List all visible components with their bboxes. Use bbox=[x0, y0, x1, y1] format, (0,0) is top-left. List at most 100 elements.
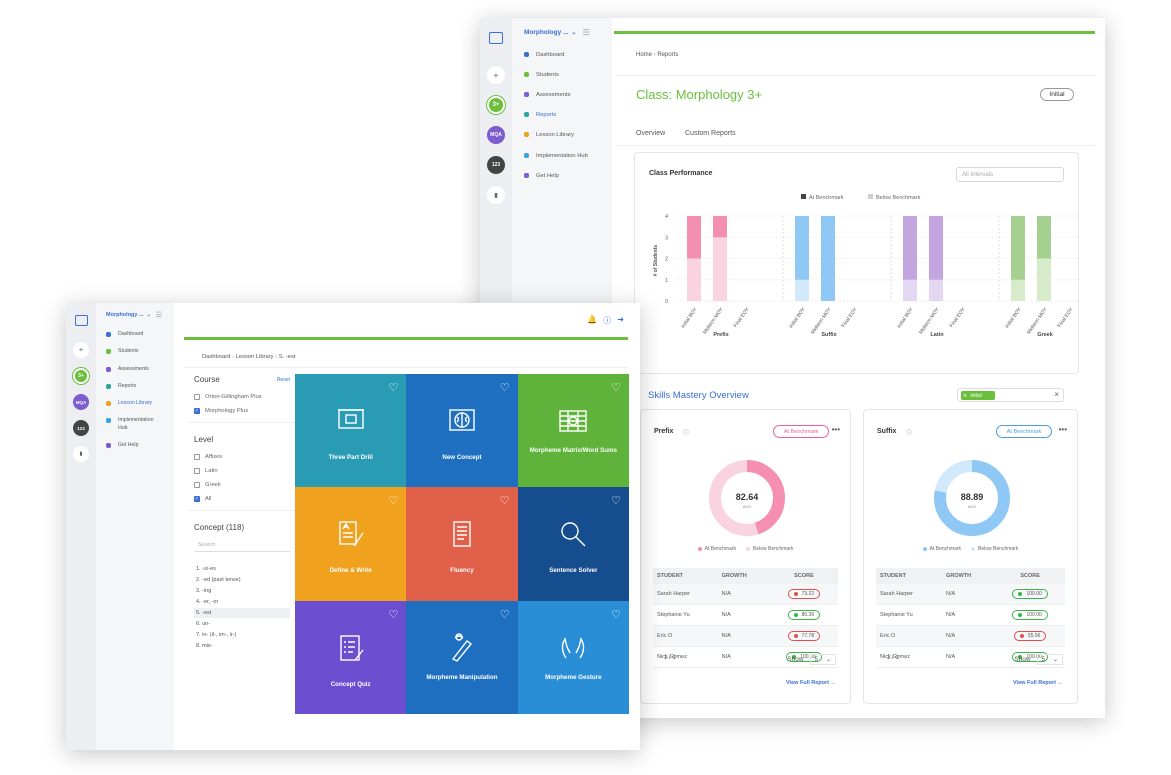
checkbox[interactable] bbox=[194, 468, 200, 474]
concept-item[interactable]: 4. -er, -or bbox=[196, 599, 219, 605]
favorite-heart-icon[interactable]: ♡ bbox=[499, 382, 510, 394]
class-mqa-button[interactable]: MQA bbox=[73, 394, 89, 410]
info-icon[interactable]: ⓘ bbox=[906, 431, 913, 437]
tab-custom-reports[interactable]: Custom Reports bbox=[685, 130, 736, 137]
filter-option-affixes[interactable]: Affixes bbox=[194, 454, 290, 460]
folder-button[interactable]: ▮ bbox=[487, 186, 505, 204]
table-row[interactable]: Stephanie Yu N/A 100.00 bbox=[876, 604, 1065, 626]
checkbox[interactable]: ✓ bbox=[194, 408, 200, 414]
next-page-icon[interactable]: › bbox=[903, 655, 906, 661]
sidebar-item-lesson-library[interactable]: Lesson Library bbox=[524, 131, 600, 139]
tile-morpheme-matrix-word-sums[interactable]: ♡ Morpheme Matrix/Word Sums bbox=[517, 374, 629, 488]
favorite-heart-icon[interactable]: ♡ bbox=[388, 495, 399, 508]
tile-three-part-drill[interactable]: ♡ Three Part Drill bbox=[295, 374, 407, 488]
filter-option-latin[interactable]: Latin bbox=[194, 468, 290, 474]
view-full-report-link[interactable]: View Full Report → bbox=[785, 680, 836, 686]
table-row[interactable]: Nick Gomez N/A 100.00 bbox=[653, 646, 838, 668]
filter-option-morphology-plus[interactable]: ✓ Morphology Plus bbox=[194, 408, 290, 414]
tab-overview[interactable]: Overview bbox=[636, 130, 666, 137]
logout-icon[interactable]: ➜ bbox=[617, 315, 624, 324]
favorite-heart-icon[interactable]: ♡ bbox=[499, 495, 510, 508]
sidebar-item-reports[interactable]: Reports bbox=[524, 111, 600, 119]
reset-link[interactable]: Reset bbox=[276, 376, 290, 383]
checkbox[interactable]: ✓ bbox=[194, 496, 200, 502]
breadcrumb-lesson-library[interactable]: Lesson Library bbox=[235, 354, 274, 360]
class-selector[interactable]: Morphology ... ⌄ ☰ bbox=[106, 311, 164, 319]
concept-item[interactable]: 6. un- bbox=[196, 621, 211, 627]
favorite-heart-icon[interactable]: ♡ bbox=[611, 382, 621, 394]
sidebar-item-implementation-hub[interactable]: Implementation Hub bbox=[106, 417, 164, 432]
class-mqa-button[interactable]: MQA bbox=[487, 126, 505, 144]
skills-filter[interactable]: ✕ Initial × bbox=[957, 388, 1064, 402]
sidebar-item-students[interactable]: Students bbox=[106, 348, 164, 355]
menu-icon[interactable]: ☰ bbox=[582, 28, 590, 37]
page-size-select[interactable]: 5 ⌄ bbox=[1036, 654, 1063, 665]
prev-page-icon[interactable]: ‹ bbox=[880, 655, 882, 661]
tile-new-concept[interactable]: ♡ New Concept bbox=[406, 374, 518, 488]
checkbox[interactable] bbox=[194, 394, 200, 400]
add-class-button[interactable]: + bbox=[487, 66, 505, 84]
filter-option-all[interactable]: ✓ All bbox=[194, 496, 290, 502]
class-3plus-button[interactable]: 3+ bbox=[73, 368, 89, 384]
more-options-icon[interactable]: ••• bbox=[1058, 425, 1067, 434]
table-row[interactable]: Nick Gomez N/A 100.00 bbox=[876, 646, 1065, 668]
folder-button[interactable]: ▮ bbox=[73, 446, 89, 462]
clear-filter-icon[interactable]: × bbox=[1054, 390, 1059, 399]
sidebar-item-dashboard[interactable]: Dashboard bbox=[524, 51, 600, 59]
sidebar-item-lesson-library[interactable]: Lesson Library bbox=[106, 400, 164, 407]
tile-define-write[interactable]: ♡ Define & Write bbox=[295, 487, 407, 601]
column-header[interactable]: GROWTH bbox=[942, 568, 996, 584]
favorite-heart-icon[interactable]: ♡ bbox=[388, 608, 399, 621]
add-class-button[interactable]: + bbox=[73, 342, 89, 358]
column-header[interactable]: GROWTH bbox=[717, 568, 770, 584]
class-selector[interactable]: Morphology ... ⌄ ☰ bbox=[524, 28, 600, 37]
sidebar-item-implementation-hub[interactable]: Implementation Hub bbox=[524, 152, 600, 160]
intervals-select[interactable]: All Intervals bbox=[956, 167, 1064, 182]
concept-item[interactable]: 8. mis- bbox=[196, 643, 213, 649]
breadcrumb-home[interactable]: Home bbox=[636, 52, 653, 58]
page-size-select[interactable]: 5 ⌄ bbox=[809, 654, 836, 665]
concept-item[interactable]: 1. -s/-es bbox=[196, 566, 216, 572]
class-123-button[interactable]: 123 bbox=[73, 420, 89, 436]
tile-fluency[interactable]: ♡ Fluency bbox=[406, 487, 518, 601]
favorite-heart-icon[interactable]: ♡ bbox=[499, 608, 510, 621]
table-row[interactable]: Eric O N/A 55.56 bbox=[876, 625, 1065, 647]
menu-icon[interactable]: ☰ bbox=[155, 312, 163, 319]
prev-page-icon[interactable]: ‹ bbox=[657, 655, 659, 661]
checkbox[interactable] bbox=[194, 482, 200, 488]
sidebar-item-reports[interactable]: Reports bbox=[106, 383, 164, 390]
bell-icon[interactable]: 🔔 bbox=[587, 315, 598, 324]
concept-item[interactable]: 7. in- (il-, im-, ir-) bbox=[196, 632, 237, 638]
info-icon[interactable]: ⓘ bbox=[683, 431, 690, 437]
remove-tag-icon[interactable]: ✕ bbox=[963, 392, 968, 399]
checkbox[interactable] bbox=[194, 454, 200, 460]
tile-morpheme-manipulation[interactable]: ♡ Morpheme Manipulation bbox=[406, 600, 518, 714]
column-header[interactable]: STUDENT bbox=[876, 568, 943, 584]
column-header[interactable]: SCORE bbox=[995, 568, 1065, 584]
sidebar-item-get-help[interactable]: Get Help bbox=[106, 442, 164, 449]
table-row[interactable]: Stephanie Yu N/A 80.36 bbox=[653, 604, 838, 626]
sidebar-item-assessments[interactable]: Assessments bbox=[106, 366, 164, 373]
filter-option-orton-gillingham-plus[interactable]: Orton-Gillingham Plus bbox=[194, 394, 290, 400]
initial-badge[interactable]: Initial bbox=[1040, 88, 1074, 101]
concept-item[interactable]: 3. -ing bbox=[196, 588, 212, 594]
view-full-report-link[interactable]: View Full Report → bbox=[1012, 680, 1063, 686]
column-header[interactable]: STUDENT bbox=[653, 568, 718, 584]
tile-morpheme-gesture[interactable]: ♡ Morpheme Gesture bbox=[517, 600, 629, 714]
filter-option-greek[interactable]: Greek bbox=[194, 482, 290, 488]
concept-search-input[interactable]: Search bbox=[194, 539, 290, 552]
table-row[interactable]: Sarah Harper N/A 73.22 bbox=[653, 584, 838, 605]
class-3plus-button[interactable]: 3+ bbox=[487, 96, 505, 114]
next-page-icon[interactable]: › bbox=[680, 655, 683, 661]
tile-sentence-solver[interactable]: ♡ Sentence Solver bbox=[517, 487, 629, 601]
concept-item[interactable]: 2. -ed (past tense) bbox=[196, 577, 241, 583]
table-row[interactable]: Sarah Harper N/A 100.00 bbox=[876, 584, 1065, 605]
sidebar-item-assessments[interactable]: Assessments bbox=[524, 91, 600, 99]
breadcrumb-dashboard[interactable]: Dashboard bbox=[202, 354, 231, 360]
favorite-heart-icon[interactable]: ♡ bbox=[388, 382, 399, 394]
column-header[interactable]: SCORE bbox=[769, 568, 838, 584]
sidebar-item-dashboard[interactable]: Dashboard bbox=[106, 331, 164, 338]
help-circle-icon[interactable]: ⓘ bbox=[603, 316, 612, 325]
favorite-heart-icon[interactable]: ♡ bbox=[611, 495, 621, 508]
sidebar-item-get-help[interactable]: Get Help bbox=[524, 172, 600, 180]
